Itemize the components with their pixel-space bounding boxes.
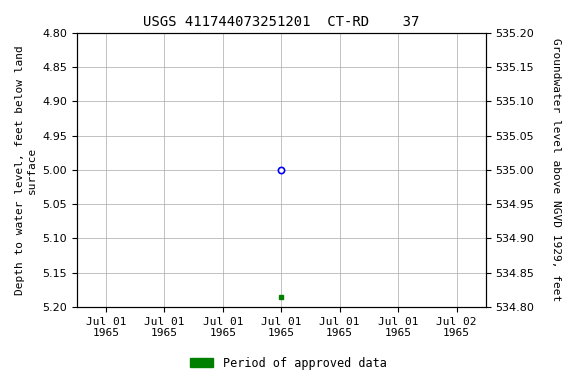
Y-axis label: Depth to water level, feet below land
surface: Depth to water level, feet below land su… xyxy=(15,45,37,295)
Title: USGS 411744073251201  CT-RD    37: USGS 411744073251201 CT-RD 37 xyxy=(143,15,419,29)
Y-axis label: Groundwater level above NGVD 1929, feet: Groundwater level above NGVD 1929, feet xyxy=(551,38,561,301)
Legend: Period of approved data: Period of approved data xyxy=(185,352,391,374)
